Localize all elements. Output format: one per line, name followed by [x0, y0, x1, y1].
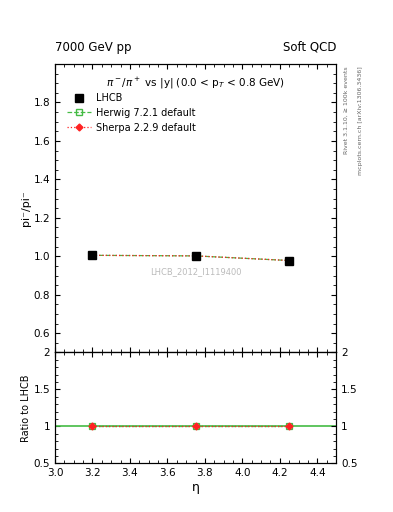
Text: 7000 GeV pp: 7000 GeV pp [55, 41, 132, 54]
Text: Soft QCD: Soft QCD [283, 41, 336, 54]
Text: Rivet 3.1.10, ≥ 100k events: Rivet 3.1.10, ≥ 100k events [344, 67, 349, 154]
Text: mcplots.cern.ch [arXiv:1306.3436]: mcplots.cern.ch [arXiv:1306.3436] [358, 67, 363, 175]
Y-axis label: Ratio to LHCB: Ratio to LHCB [21, 374, 31, 442]
Y-axis label: pi⁻/pi⁻: pi⁻/pi⁻ [21, 190, 31, 226]
Text: $\pi^-/\pi^+$ vs |y| (0.0 < p$_T$ < 0.8 GeV): $\pi^-/\pi^+$ vs |y| (0.0 < p$_T$ < 0.8 … [106, 76, 285, 91]
Legend: LHCB, Herwig 7.2.1 default, Sherpa 2.2.9 default: LHCB, Herwig 7.2.1 default, Sherpa 2.2.9… [63, 89, 200, 137]
Text: LHCB_2012_I1119400: LHCB_2012_I1119400 [150, 267, 241, 276]
X-axis label: η: η [191, 481, 200, 494]
